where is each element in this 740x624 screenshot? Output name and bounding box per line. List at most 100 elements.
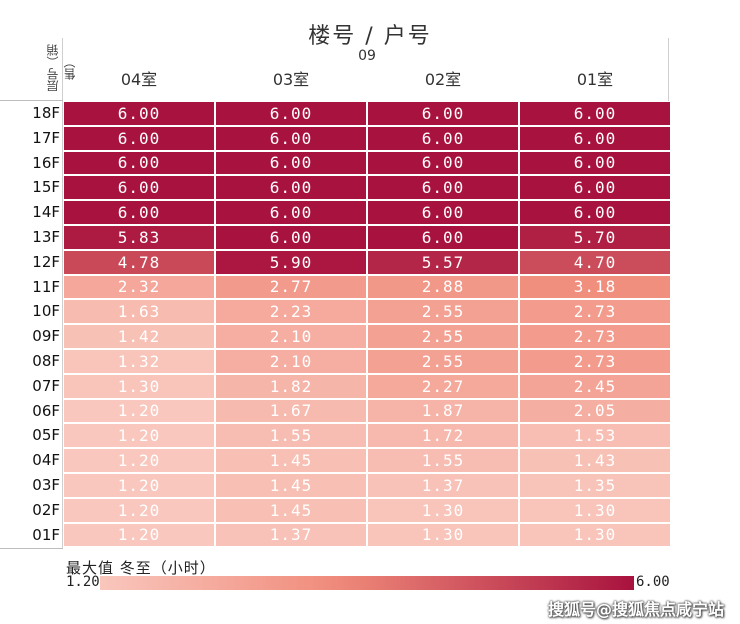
heatmap-cell: 5.70: [519, 225, 671, 250]
heatmap-cell: 1.72: [367, 423, 519, 449]
heatmap-cell: 6.00: [215, 101, 367, 126]
column-header: 03室: [272, 70, 310, 89]
frame-right-line: [668, 38, 669, 102]
row-label: 06F: [32, 401, 60, 420]
heatmap-cell: 1.45: [215, 448, 367, 473]
heatmap-cell: 1.82: [215, 373, 367, 399]
row-label: 11F: [32, 277, 60, 296]
heatmap-cell: 2.73: [519, 299, 671, 325]
chart-subtitle: 09: [358, 48, 376, 64]
heatmap-cell: 6.00: [215, 200, 367, 225]
colorbar: [100, 576, 634, 590]
watermark-credit: 搜狐号@搜狐焦点咸宁站: [547, 600, 724, 619]
frame-left-line: [62, 38, 63, 548]
y-axis-bottom-line: [0, 548, 63, 549]
heatmap-cell: 6.00: [367, 225, 519, 250]
heatmap-cell: 6.00: [215, 175, 367, 201]
row-label: 12F: [32, 252, 60, 271]
heatmap-cell: 2.32: [63, 274, 215, 300]
heatmap-cell: 6.00: [519, 125, 671, 151]
heatmap-cell: 6.00: [63, 125, 215, 151]
row-label: 01F: [32, 525, 60, 544]
row-label: 16F: [32, 153, 60, 172]
heatmap-cell: 1.32: [63, 349, 215, 374]
heatmap-cell: 1.42: [63, 324, 215, 349]
heatmap-cell: 5.57: [367, 249, 519, 275]
heatmap-cell: 2.10: [215, 349, 367, 374]
heatmap-cell: 4.78: [63, 249, 215, 275]
heatmap-cell: 6.00: [63, 150, 215, 176]
row-label: 13F: [32, 228, 60, 246]
heatmap-cell: 2.10: [215, 324, 367, 349]
heatmap-cell: 1.30: [519, 522, 671, 548]
heatmap-cell: 1.55: [367, 448, 519, 473]
heatmap-cell: 2.88: [367, 274, 519, 300]
heatmap-cell: 1.45: [215, 497, 367, 523]
heatmap-cell: 1.20: [63, 448, 215, 473]
heatmap-cell: 1.35: [519, 473, 671, 498]
row-label: 08F: [32, 352, 60, 370]
heatmap-cell: 1.53: [519, 423, 671, 449]
heatmap-cell: 6.00: [367, 125, 519, 151]
heatmap-cell: 1.45: [215, 473, 367, 498]
heatmap-cell: 2.27: [367, 373, 519, 399]
heatmap-cell: 6.00: [215, 125, 367, 151]
heatmap-cell: 6.00: [367, 101, 519, 126]
heatmap-cell: 1.20: [63, 522, 215, 548]
heatmap-cell: 2.77: [215, 274, 367, 300]
row-label: 17F: [32, 128, 60, 147]
heatmap-cell: 6.00: [367, 150, 519, 176]
heatmap-cell: 6.00: [63, 175, 215, 201]
heatmap-cell: 2.45: [519, 373, 671, 399]
heatmap-cell: 1.20: [63, 473, 215, 498]
row-label: 18F: [32, 104, 60, 122]
heatmap-cell: 1.63: [63, 299, 215, 325]
heatmap-cell: 1.20: [63, 398, 215, 424]
row-label: 09F: [32, 327, 60, 346]
heatmap-cell: 1.87: [367, 398, 519, 424]
heatmap-cell: 1.55: [215, 423, 367, 449]
row-label: 10F: [32, 302, 60, 321]
heatmap-cell: 2.55: [367, 349, 519, 374]
heatmap-cell: 3.18: [519, 274, 671, 300]
heatmap-cell: 6.00: [63, 101, 215, 126]
y-axis-top-line: [0, 100, 63, 101]
heatmap-cell: 6.00: [519, 150, 671, 176]
heatmap-cell: 2.23: [215, 299, 367, 325]
heatmap-cell: 6.00: [519, 200, 671, 225]
heatmap-cell: 1.43: [519, 448, 671, 473]
heatmap-cell: 5.83: [63, 225, 215, 250]
heatmap-cell: 1.37: [215, 522, 367, 548]
row-label: 02F: [32, 500, 60, 519]
row-label: 07F: [32, 376, 60, 395]
row-label: 03F: [32, 476, 60, 494]
heatmap-cell: 1.30: [367, 522, 519, 548]
heatmap-cell: 1.30: [367, 497, 519, 523]
colorbar-min-label: 1.20: [66, 574, 100, 590]
heatmap-cell: 1.37: [367, 473, 519, 498]
heatmap-cell: 6.00: [215, 225, 367, 250]
heatmap-cell: 1.20: [63, 423, 215, 449]
heatmap-cell: 6.00: [519, 101, 671, 126]
heatmap-cell: 1.30: [63, 373, 215, 399]
column-header: 04室: [120, 70, 158, 89]
heatmap-cell: 2.05: [519, 398, 671, 424]
heatmap-cell: 1.67: [215, 398, 367, 424]
heatmap-cell: 6.00: [519, 175, 671, 201]
chart-title-text: 楼号 / 户号: [308, 24, 432, 49]
colorbar-max-label: 6.00: [636, 574, 670, 590]
row-label: 14F: [32, 203, 60, 222]
colorbar-title: 最大值 冬至（小时）: [66, 559, 216, 577]
row-label: 04F: [32, 451, 60, 470]
heatmap-cell: 6.00: [367, 200, 519, 225]
column-header: 02室: [424, 70, 462, 89]
heatmap-cell: 1.30: [519, 497, 671, 523]
heatmap-cell: 6.00: [215, 150, 367, 176]
heatmap-cell: 2.55: [367, 324, 519, 349]
heatmap-cell: 5.90: [215, 249, 367, 275]
heatmap-cell: 2.73: [519, 324, 671, 349]
column-header: 01室: [576, 70, 614, 89]
heatmap-cell: 1.20: [63, 497, 215, 523]
heatmap-cell: 2.73: [519, 349, 671, 374]
heatmap-cell: 6.00: [367, 175, 519, 201]
